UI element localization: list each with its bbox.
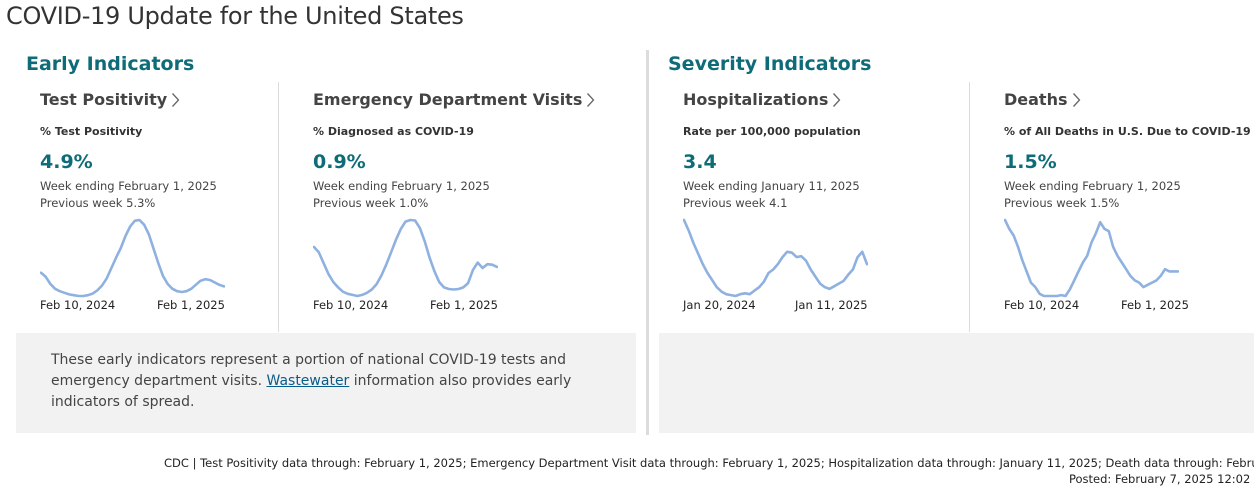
sparkline-series: [1004, 218, 1179, 298]
x-tick-end: Jan 11, 2025: [795, 298, 868, 312]
sparkline-series: [40, 218, 225, 298]
x-tick-end: Feb 1, 2025: [430, 298, 498, 312]
x-tick-start: Feb 10, 2024: [40, 298, 116, 312]
metric-label: Rate per 100,000 population: [683, 125, 861, 138]
week-ending: Week ending February 1, 2025: [313, 179, 490, 193]
metric-value: 4.9%: [40, 151, 93, 173]
metric-label: % Diagnosed as COVID-19: [313, 125, 474, 138]
x-tick-end: Feb 1, 2025: [1121, 298, 1189, 312]
sparkline: [313, 218, 498, 298]
chevron-right-icon: [587, 92, 595, 107]
column-divider: [278, 82, 279, 332]
sparkline-series: [313, 218, 498, 298]
early-indicators-note-text: These early indicators represent a porti…: [51, 350, 621, 413]
metric-value: 1.5%: [1004, 151, 1057, 173]
note-text-after: information also provides early indicato…: [51, 373, 572, 410]
metric-value: 3.4: [683, 151, 717, 173]
previous-week: Previous week 1.0%: [313, 196, 429, 210]
card-title-link[interactable]: Emergency Department Visits: [313, 90, 595, 109]
sparkline: [683, 218, 868, 298]
metric-label: % Test Positivity: [40, 125, 143, 138]
card-title-link[interactable]: Hospitalizations: [683, 90, 841, 109]
sparkline-series: [683, 218, 868, 298]
previous-week: Previous week 4.1: [683, 196, 788, 210]
footer-source: CDC | Test Positivity data through: Febr…: [164, 456, 1254, 470]
sparkline: [1004, 218, 1179, 298]
week-ending: Week ending February 1, 2025: [1004, 179, 1181, 193]
x-tick-start: Feb 10, 2024: [313, 298, 389, 312]
card-title: Test Positivity: [40, 90, 168, 109]
note-text-before: These early indicators represent a porti…: [51, 352, 567, 389]
chevron-right-icon: [1072, 92, 1080, 107]
x-tick-start: Feb 10, 2024: [1004, 298, 1080, 312]
previous-week: Previous week 5.3%: [40, 196, 156, 210]
section-title-severity: Severity Indicators: [668, 53, 872, 75]
severity-note-box: [659, 333, 1254, 433]
card-title: Emergency Department Visits: [313, 90, 583, 109]
card-title: Hospitalizations: [683, 90, 829, 109]
column-divider: [969, 82, 970, 332]
section-divider: [646, 50, 649, 435]
x-tick-start: Jan 20, 2024: [683, 298, 756, 312]
page-title: COVID-19 Update for the United States: [6, 2, 464, 30]
x-tick-end: Feb 1, 2025: [157, 298, 225, 312]
metric-value: 0.9%: [313, 151, 366, 173]
sparkline: [40, 218, 225, 298]
metric-label: % of All Deaths in U.S. Due to COVID-19: [1004, 125, 1251, 138]
early-indicators-note: [16, 333, 636, 433]
card-title: Deaths: [1004, 90, 1068, 109]
wastewater-link[interactable]: Wastewater: [266, 373, 350, 389]
week-ending: Week ending January 11, 2025: [683, 179, 860, 193]
card-title-link[interactable]: Test Positivity: [40, 90, 180, 109]
previous-week: Previous week 1.5%: [1004, 196, 1120, 210]
footer-posted: Posted: February 7, 2025 12:02 PI: [1069, 472, 1254, 486]
chevron-right-icon: [833, 92, 841, 107]
card-title-link[interactable]: Deaths: [1004, 90, 1081, 109]
week-ending: Week ending February 1, 2025: [40, 179, 217, 193]
section-title-early: Early Indicators: [26, 53, 195, 75]
chevron-right-icon: [172, 92, 180, 107]
